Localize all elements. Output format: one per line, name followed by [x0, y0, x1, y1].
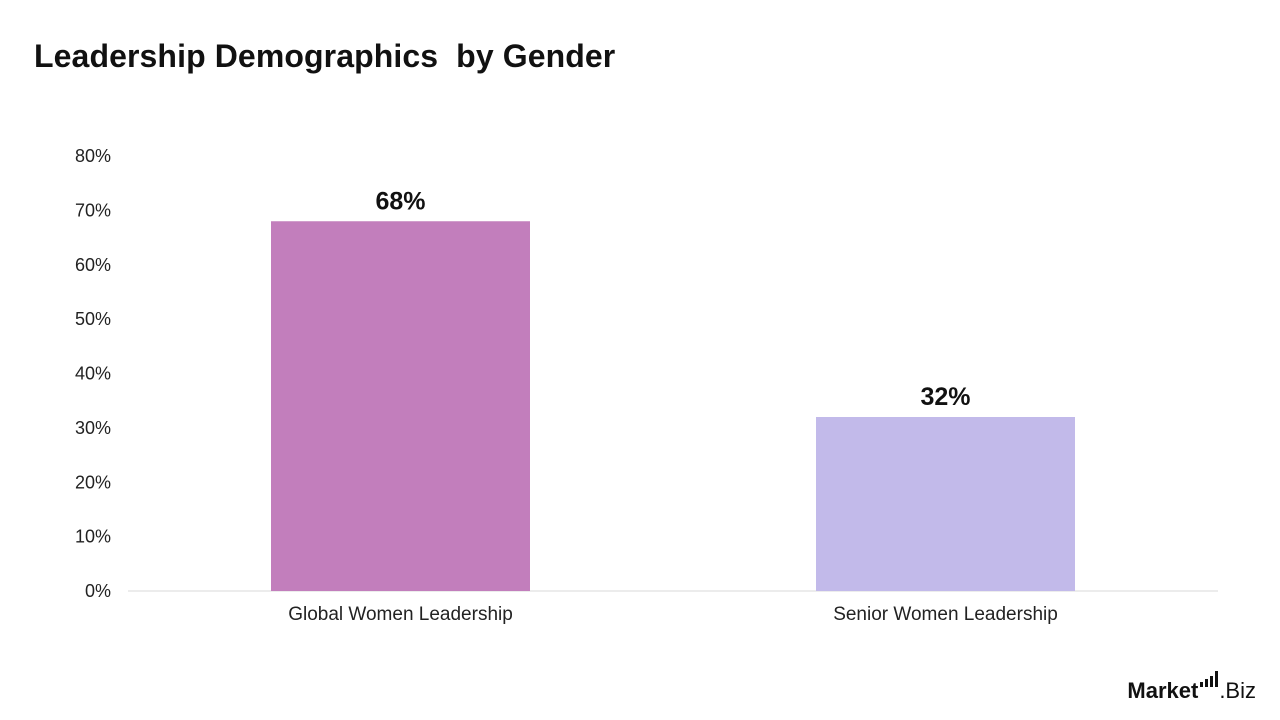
chart-title: Leadership Demographics by Gender — [34, 38, 616, 74]
logo-bars-icon — [1200, 671, 1219, 687]
y-tick-label: 80% — [75, 146, 111, 166]
x-category-label: Senior Women Leadership — [833, 604, 1058, 625]
bar-global-women-leadership — [271, 221, 530, 591]
y-tick-label: 10% — [75, 527, 111, 547]
data-labels-group: 68% 32% — [375, 187, 970, 411]
marketbiz-logo: Market .Biz — [1127, 671, 1256, 704]
category-labels-group: Global Women Leadership Senior Women Lead… — [288, 604, 1058, 625]
bar-value-label: 68% — [375, 187, 425, 215]
bar-senior-women-leadership — [816, 417, 1075, 591]
y-tick-label: 40% — [75, 364, 111, 384]
logo-suffix: .Biz — [1219, 678, 1256, 703]
bar-value-label: 32% — [920, 383, 970, 411]
y-tick-label: 0% — [85, 581, 111, 601]
y-axis-ticks: 0% 10% 20% 30% 40% 50% 60% 70% 80% — [75, 146, 111, 601]
x-category-label: Global Women Leadership — [288, 604, 513, 625]
y-tick-label: 70% — [75, 200, 111, 220]
logo-brand: Market — [1127, 678, 1199, 703]
y-tick-label: 30% — [75, 418, 111, 438]
bars-group — [271, 221, 1075, 591]
y-tick-label: 20% — [75, 472, 111, 492]
y-tick-label: 60% — [75, 255, 111, 275]
y-tick-label: 50% — [75, 309, 111, 329]
